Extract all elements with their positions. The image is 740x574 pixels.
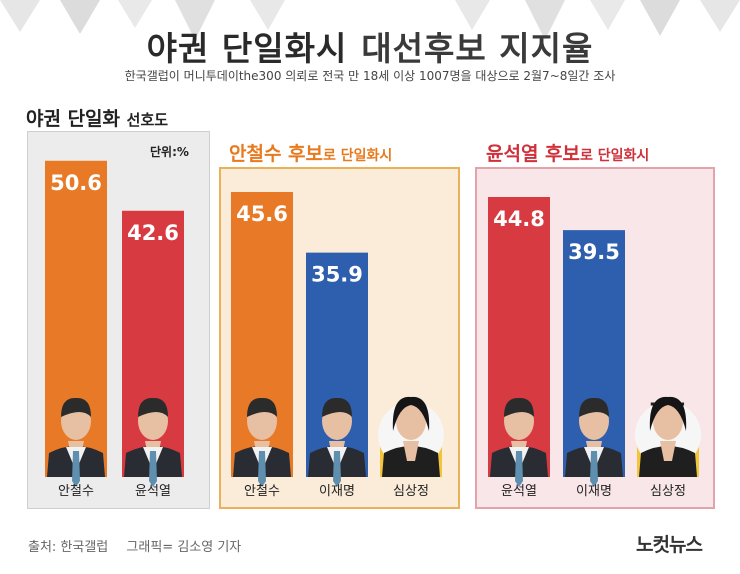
chart2-avatar-3	[378, 396, 444, 477]
chart2-avatar-1	[233, 397, 291, 487]
chart3-avatar-3	[635, 396, 701, 477]
chart1-value-label-1: 50.6	[50, 171, 102, 195]
chart3-title-suffix: 로 단일화시	[580, 148, 650, 164]
chart3-avatar-1	[490, 397, 548, 487]
chart3-category-label-3: 심상정	[650, 484, 686, 499]
chart1-category-label-2: 윤석열	[135, 484, 171, 499]
chart2-category-label-1: 안철수	[244, 484, 280, 499]
chart1-category-label-1: 안철수	[58, 484, 94, 499]
chart1-title: 야권 단일화 선호도	[26, 104, 168, 131]
chart3-title: 윤석열 후보로 단일화시	[486, 139, 649, 166]
chart1-avatar-1	[47, 397, 105, 487]
chart1-title-suffix: 선호도	[126, 111, 169, 129]
chart3-category-label-1: 윤석열	[501, 484, 537, 499]
chart2-title-suffix: 로 단일화시	[323, 148, 393, 164]
chart3-avatar-2	[565, 397, 623, 487]
chart2-avatar-2	[308, 397, 366, 487]
unit-label: 단위:%	[150, 145, 189, 159]
footer: 출처: 한국갤럽 그래픽= 김소영 기자	[28, 536, 255, 555]
news-logo: 노컷뉴스	[636, 534, 703, 556]
chart3-title-main: 윤석열 후보	[486, 143, 581, 165]
chart3-value-label-2: 39.5	[568, 240, 620, 264]
title-part1: 야권 단일화시	[146, 29, 348, 68]
page-title: 야권 단일화시 대선후보 지지율	[0, 22, 740, 70]
chart3-value-label-1: 44.8	[493, 207, 545, 231]
chart2-title-main: 안철수 후보	[229, 143, 324, 165]
chart2-category-label-3: 심상정	[393, 484, 429, 499]
source-credit: 출처: 한국갤럽	[28, 540, 109, 555]
title-part2: 대선후보 지지율	[361, 29, 594, 68]
graphic-credit: 그래픽= 김소영 기자	[126, 540, 242, 555]
subtitle: 한국갤럽이 머니투데이the300 의뢰로 전국 만 18세 이상 1007명을…	[124, 69, 616, 83]
chart1-value-label-2: 42.6	[127, 221, 179, 245]
chart1-avatar-2	[124, 397, 182, 487]
chart1-title-main: 야권 단일화	[26, 108, 121, 130]
bunting-decoration	[0, 0, 740, 40]
chart2-category-label-2: 이재명	[319, 484, 355, 499]
chart2-value-label-1: 45.6	[236, 202, 288, 226]
chart3-category-label-2: 이재명	[576, 484, 612, 499]
chart2-title: 안철수 후보로 단일화시	[229, 139, 392, 166]
chart2-value-label-2: 35.9	[311, 263, 363, 287]
